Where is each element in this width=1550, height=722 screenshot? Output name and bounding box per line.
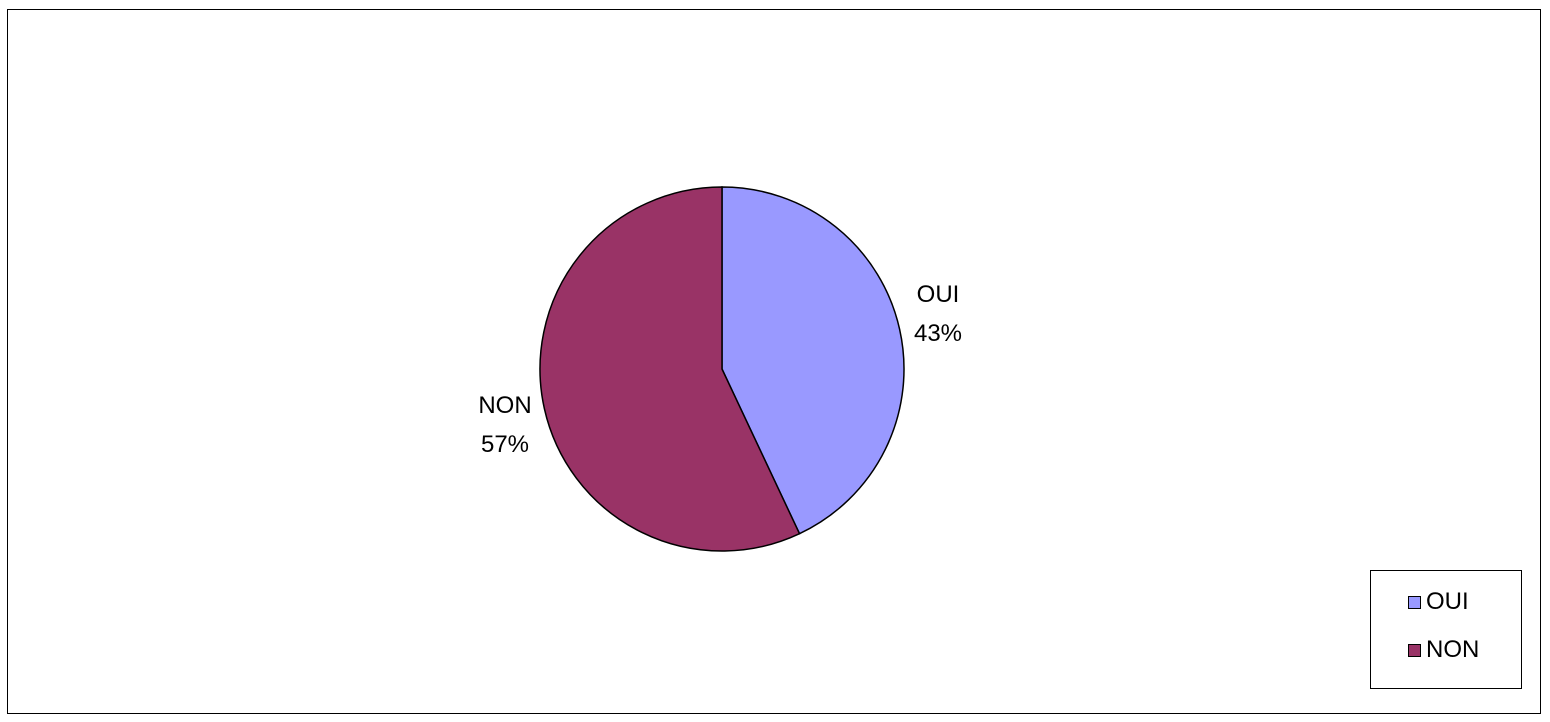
legend-swatch-oui <box>1408 595 1421 609</box>
data-label-oui-value: 43% <box>914 320 962 347</box>
data-label-oui-name: OUI <box>917 281 960 308</box>
legend-item-oui: OUI <box>1408 588 1469 616</box>
pie-slice-non <box>539 186 801 552</box>
legend-swatch-non <box>1408 643 1421 657</box>
legend-item-non: NON <box>1408 636 1479 664</box>
legend-label-oui: OUI <box>1426 588 1469 615</box>
legend-label-non: NON <box>1426 636 1480 663</box>
data-label-non-value: 57% <box>481 431 529 458</box>
legend: OUI NON <box>1370 570 1522 689</box>
pie-slices <box>539 186 905 552</box>
pie-data-labels: OUI 43% NON 57% <box>478 281 962 458</box>
pie-slice-oui <box>721 186 905 535</box>
data-label-non-name: NON <box>478 392 531 419</box>
